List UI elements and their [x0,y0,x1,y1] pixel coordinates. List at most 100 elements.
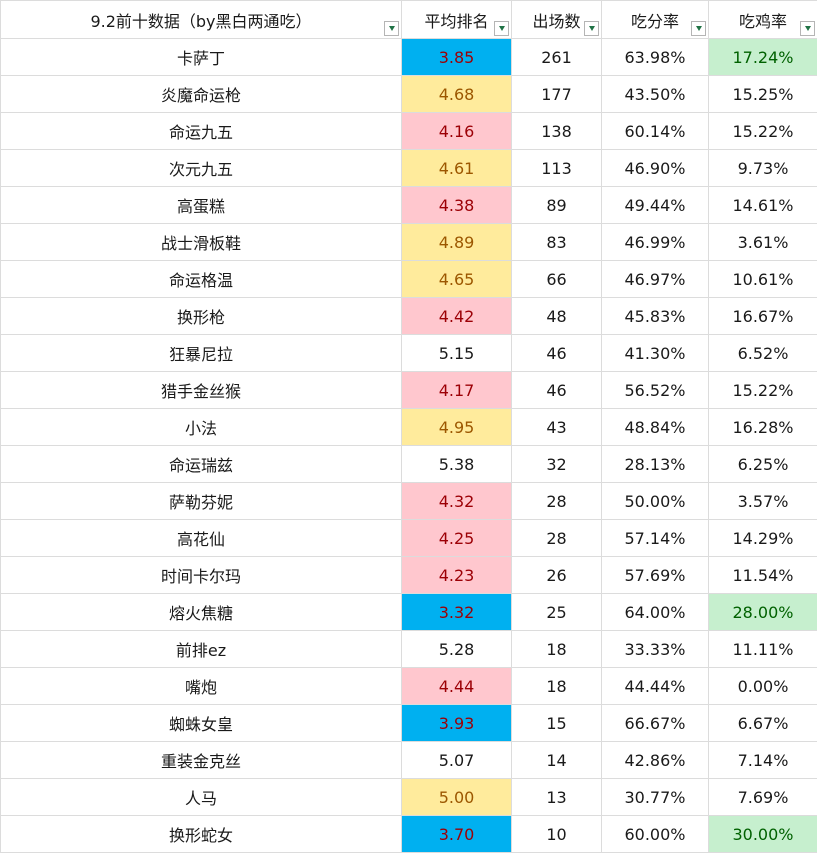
cell-comp-name[interactable]: 战士滑板鞋 [1,224,402,261]
cell-comp-name[interactable]: 熔火焦糖 [1,594,402,631]
cell-avg-rank[interactable]: 5.15 [402,335,512,372]
cell-top4-rate[interactable]: 33.33% [602,631,709,668]
cell-comp-name[interactable]: 高花仙 [1,520,402,557]
cell-comp-name[interactable]: 高蛋糕 [1,187,402,224]
cell-comp-name[interactable]: 重装金克丝 [1,742,402,779]
cell-win-rate[interactable]: 28.00% [709,594,817,631]
cell-top4-rate[interactable]: 43.50% [602,76,709,113]
cell-top4-rate[interactable]: 60.14% [602,113,709,150]
cell-win-rate[interactable]: 6.52% [709,335,817,372]
cell-games[interactable]: 177 [512,76,602,113]
cell-avg-rank[interactable]: 5.38 [402,446,512,483]
cell-games[interactable]: 26 [512,557,602,594]
cell-top4-rate[interactable]: 60.00% [602,816,709,853]
cell-win-rate[interactable]: 14.29% [709,520,817,557]
cell-top4-rate[interactable]: 28.13% [602,446,709,483]
cell-win-rate[interactable]: 7.14% [709,742,817,779]
cell-win-rate[interactable]: 3.61% [709,224,817,261]
cell-avg-rank[interactable]: 4.16 [402,113,512,150]
cell-comp-name[interactable]: 命运九五 [1,113,402,150]
cell-games[interactable]: 89 [512,187,602,224]
cell-win-rate[interactable]: 14.61% [709,187,817,224]
cell-avg-rank[interactable]: 3.93 [402,705,512,742]
cell-avg-rank[interactable]: 4.32 [402,483,512,520]
cell-avg-rank[interactable]: 5.00 [402,779,512,816]
filter-dropdown-icon[interactable] [691,21,706,36]
cell-avg-rank[interactable]: 3.85 [402,39,512,76]
cell-comp-name[interactable]: 嘴炮 [1,668,402,705]
cell-games[interactable]: 25 [512,594,602,631]
cell-avg-rank[interactable]: 4.44 [402,668,512,705]
cell-top4-rate[interactable]: 46.90% [602,150,709,187]
cell-top4-rate[interactable]: 42.86% [602,742,709,779]
cell-games[interactable]: 83 [512,224,602,261]
cell-comp-name[interactable]: 小法 [1,409,402,446]
filter-dropdown-icon[interactable] [494,21,509,36]
cell-win-rate[interactable]: 15.25% [709,76,817,113]
cell-top4-rate[interactable]: 49.44% [602,187,709,224]
cell-avg-rank[interactable]: 4.17 [402,372,512,409]
cell-top4-rate[interactable]: 57.14% [602,520,709,557]
cell-win-rate[interactable]: 0.00% [709,668,817,705]
cell-avg-rank[interactable]: 3.32 [402,594,512,631]
cell-games[interactable]: 138 [512,113,602,150]
cell-win-rate[interactable]: 30.00% [709,816,817,853]
filter-dropdown-icon[interactable] [800,21,815,36]
cell-avg-rank[interactable]: 5.28 [402,631,512,668]
cell-top4-rate[interactable]: 44.44% [602,668,709,705]
cell-games[interactable]: 18 [512,631,602,668]
cell-games[interactable]: 261 [512,39,602,76]
cell-top4-rate[interactable]: 46.99% [602,224,709,261]
cell-comp-name[interactable]: 人马 [1,779,402,816]
cell-comp-name[interactable]: 命运瑞兹 [1,446,402,483]
cell-avg-rank[interactable]: 4.38 [402,187,512,224]
cell-comp-name[interactable]: 时间卡尔玛 [1,557,402,594]
cell-comp-name[interactable]: 卡萨丁 [1,39,402,76]
cell-top4-rate[interactable]: 46.97% [602,261,709,298]
cell-top4-rate[interactable]: 66.67% [602,705,709,742]
cell-avg-rank[interactable]: 4.65 [402,261,512,298]
cell-win-rate[interactable]: 17.24% [709,39,817,76]
cell-comp-name[interactable]: 命运格温 [1,261,402,298]
cell-top4-rate[interactable]: 50.00% [602,483,709,520]
filter-dropdown-icon[interactable] [384,21,399,36]
cell-top4-rate[interactable]: 57.69% [602,557,709,594]
cell-win-rate[interactable]: 11.54% [709,557,817,594]
cell-avg-rank[interactable]: 4.95 [402,409,512,446]
cell-win-rate[interactable]: 15.22% [709,372,817,409]
cell-games[interactable]: 28 [512,520,602,557]
cell-games[interactable]: 15 [512,705,602,742]
cell-games[interactable]: 46 [512,372,602,409]
cell-win-rate[interactable]: 6.67% [709,705,817,742]
cell-avg-rank[interactable]: 4.89 [402,224,512,261]
cell-games[interactable]: 10 [512,816,602,853]
cell-avg-rank[interactable]: 4.23 [402,557,512,594]
cell-comp-name[interactable]: 换形枪 [1,298,402,335]
cell-top4-rate[interactable]: 64.00% [602,594,709,631]
filter-dropdown-icon[interactable] [584,21,599,36]
cell-win-rate[interactable]: 10.61% [709,261,817,298]
cell-comp-name[interactable]: 猎手金丝猴 [1,372,402,409]
cell-win-rate[interactable]: 6.25% [709,446,817,483]
cell-games[interactable]: 18 [512,668,602,705]
cell-comp-name[interactable]: 狂暴尼拉 [1,335,402,372]
cell-top4-rate[interactable]: 41.30% [602,335,709,372]
cell-games[interactable]: 13 [512,779,602,816]
cell-comp-name[interactable]: 换形蛇女 [1,816,402,853]
cell-avg-rank[interactable]: 4.68 [402,76,512,113]
cell-top4-rate[interactable]: 63.98% [602,39,709,76]
cell-comp-name[interactable]: 炎魔命运枪 [1,76,402,113]
cell-games[interactable]: 14 [512,742,602,779]
cell-games[interactable]: 32 [512,446,602,483]
cell-games[interactable]: 28 [512,483,602,520]
cell-games[interactable]: 113 [512,150,602,187]
cell-win-rate[interactable]: 7.69% [709,779,817,816]
cell-top4-rate[interactable]: 30.77% [602,779,709,816]
cell-avg-rank[interactable]: 4.42 [402,298,512,335]
cell-win-rate[interactable]: 9.73% [709,150,817,187]
cell-games[interactable]: 43 [512,409,602,446]
cell-comp-name[interactable]: 萨勒芬妮 [1,483,402,520]
cell-avg-rank[interactable]: 4.25 [402,520,512,557]
cell-top4-rate[interactable]: 56.52% [602,372,709,409]
cell-win-rate[interactable]: 11.11% [709,631,817,668]
